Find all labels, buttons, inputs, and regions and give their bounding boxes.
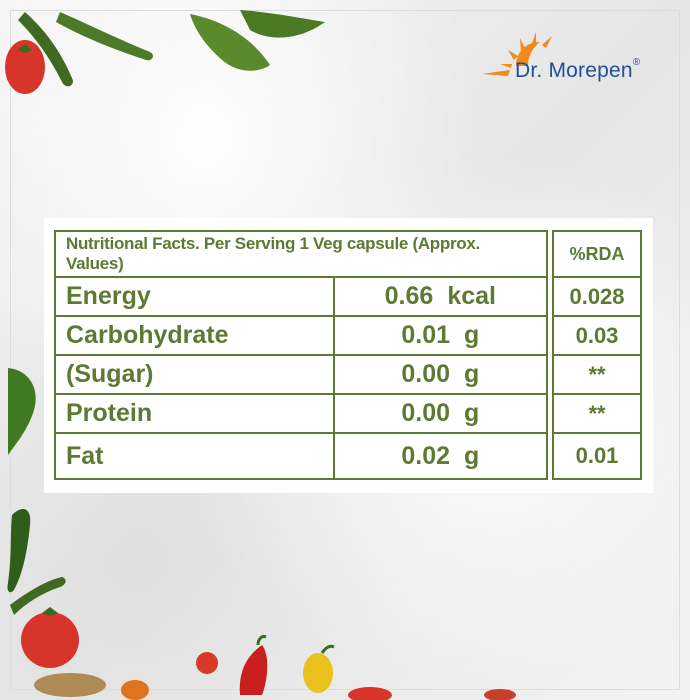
nutrient-rda: 0.03 <box>552 315 642 356</box>
nutrient-name: Energy <box>54 276 335 317</box>
tomato-icon <box>5 40 45 94</box>
left-leaf-decoration <box>8 368 36 455</box>
brand-logo <box>482 32 552 76</box>
amount-value: 0.00 <box>401 360 451 388</box>
zucchini-icon <box>18 12 153 87</box>
nutrient-rda: ** <box>552 354 642 395</box>
amount-unit: g <box>464 360 480 388</box>
amount-value: 0.00 <box>401 399 451 427</box>
amount-unit: g <box>464 441 480 470</box>
brand-name-text: Dr. Morepen <box>515 59 633 82</box>
nutrient-amount: 0.01 g <box>332 315 549 356</box>
leaf-icon <box>8 368 36 455</box>
amount-value: 0.66 <box>384 282 434 310</box>
nutrient-amount: 0.00 g <box>332 393 549 434</box>
nutrient-rda: 0.01 <box>552 432 642 480</box>
leaf-icon <box>190 10 325 71</box>
tomato-icon <box>21 607 218 674</box>
registered-mark: ® <box>632 57 641 68</box>
nutrition-facts-table: Nutritional Facts. Per Serving 1 Veg cap… <box>53 230 642 480</box>
nutrient-rda: 0.028 <box>552 276 642 317</box>
nutrient-amount: 0.02 g <box>332 432 549 480</box>
amount-unit: kcal <box>447 282 496 310</box>
zucchini-icon <box>7 509 66 615</box>
table-row: (Sugar) 0.00 g ** <box>54 354 642 395</box>
amount-value: 0.02 <box>401 441 451 470</box>
sun-icon <box>482 32 552 76</box>
nutrient-name: Protein <box>54 393 335 434</box>
bowl-icon <box>34 673 106 697</box>
nutrient-rda: ** <box>552 393 642 434</box>
table-title: Nutritional Facts. Per Serving 1 Veg cap… <box>53 230 549 278</box>
brand-name: Dr. Morepen® <box>515 57 641 83</box>
nutrient-name: (Sugar) <box>54 354 335 395</box>
amount-unit: g <box>464 399 480 427</box>
lemon-icon <box>303 644 335 693</box>
tomato-icon <box>484 689 516 700</box>
bottom-vegetables-decoration <box>7 509 516 700</box>
table-header-row: Nutritional Facts. Per Serving 1 Veg cap… <box>53 230 642 278</box>
frame-border <box>10 10 680 690</box>
tomato-icon <box>121 680 149 700</box>
pepper-icon <box>239 635 268 695</box>
table-row: Protein 0.00 g ** <box>54 393 642 434</box>
table-row: Fat 0.02 g 0.01 <box>54 432 642 480</box>
nutrient-amount: 0.00 g <box>332 354 549 395</box>
tomato-icon <box>348 687 392 700</box>
nutrient-amount: 0.66 kcal <box>332 276 549 317</box>
nutrient-name: Fat <box>54 432 335 480</box>
amount-value: 0.01 <box>401 321 451 349</box>
top-vegetables-decoration <box>5 10 325 94</box>
nutrient-name: Carbohydrate <box>54 315 335 356</box>
table-row: Carbohydrate 0.01 g 0.03 <box>54 315 642 356</box>
table-row: Energy 0.66 kcal 0.028 <box>54 276 642 317</box>
amount-unit: g <box>464 321 480 349</box>
rda-header: %RDA <box>552 230 642 278</box>
